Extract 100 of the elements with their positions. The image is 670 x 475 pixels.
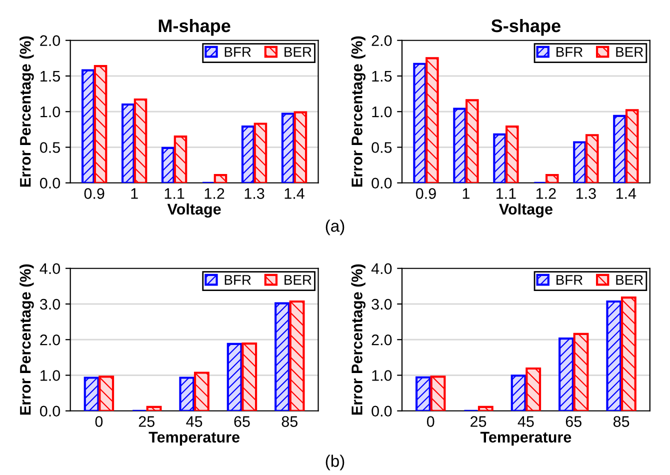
bar: [226, 342, 242, 411]
x-tick-label: 25: [138, 416, 154, 427]
bar: [453, 108, 466, 183]
x-tick-label: 1.4: [284, 188, 304, 199]
bar: [545, 174, 559, 183]
x-axis-title: Temperature: [148, 432, 240, 446]
legend-label: BFR: [224, 47, 251, 57]
bar: [430, 376, 446, 411]
text: (a): [326, 220, 344, 236]
x-axis-title: Temperature: [480, 432, 572, 446]
y-tick-label: 1.0: [372, 370, 392, 381]
y-tick-label: 3.0: [372, 298, 392, 310]
bar: [585, 134, 599, 183]
bar: [426, 57, 439, 183]
x-tick-label: 1.2: [536, 188, 556, 199]
y-tick-label: 0.0: [40, 178, 60, 189]
x-tick-label: 45: [186, 416, 202, 427]
legend-label: BER: [616, 47, 644, 57]
y-tick-label: 0.5: [372, 142, 392, 153]
y-axis-title: Error Percentage (%): [351, 36, 366, 187]
y-tick-label: 4.0: [40, 263, 60, 274]
y-tick-label: 1.0: [40, 106, 60, 118]
x-tick-label: 1: [462, 188, 470, 199]
y-tick-label: 2.0: [40, 35, 60, 46]
x-tick-label: 1.1: [496, 188, 516, 199]
bar: [281, 112, 295, 183]
y-tick-label: 0.0: [372, 178, 392, 189]
bar: [146, 406, 162, 411]
bar: [274, 302, 290, 411]
x-axis-title: Voltage: [167, 203, 221, 218]
y-axis-title: Error Percentage (%): [20, 36, 34, 187]
bar: [84, 376, 100, 411]
legend-label: BFR: [556, 275, 582, 285]
x-tick-label: 1.3: [576, 188, 596, 199]
bar: [194, 372, 210, 411]
bar: [161, 146, 175, 183]
bar: [506, 126, 519, 183]
bar: [606, 300, 622, 411]
bar: [478, 406, 494, 411]
bar: [613, 114, 626, 183]
bar: [174, 136, 188, 183]
y-tick-label: 1.0: [40, 370, 60, 381]
x-axis-title: Voltage: [499, 203, 552, 218]
bar: [289, 300, 305, 411]
bar: [573, 141, 586, 183]
y-tick-label: 2.0: [40, 334, 60, 346]
y-tick-label: 3.0: [40, 298, 60, 310]
x-tick-label: 65: [234, 416, 250, 427]
bar: [510, 374, 526, 411]
y-axis-title: Error Percentage (%): [351, 264, 366, 415]
bar: [466, 99, 479, 183]
legend-label: BER: [284, 275, 312, 285]
y-tick-label: 1.5: [40, 71, 60, 82]
bar: [241, 126, 255, 183]
x-tick-label: 85: [613, 416, 630, 427]
x-tick-label: 65: [566, 416, 582, 427]
y-tick-label: 0.5: [40, 142, 60, 153]
bar: [134, 98, 148, 183]
y-tick-label: 1.0: [372, 106, 392, 118]
y-tick-label: 0.0: [372, 406, 392, 417]
bar: [620, 296, 636, 411]
y-tick-label: 0.0: [40, 406, 60, 417]
y-tick-label: 1.5: [372, 71, 392, 82]
bar: [625, 109, 639, 183]
bar: [294, 111, 308, 183]
x-tick-label: 1: [131, 188, 138, 199]
bar: [121, 103, 135, 183]
y-axis-title: Error Percentage (%): [20, 264, 34, 415]
bar: [179, 376, 195, 411]
bar: [254, 122, 268, 183]
x-tick-label: 1.3: [244, 188, 264, 199]
bar: [493, 133, 506, 183]
bar: [573, 332, 589, 411]
bar: [82, 69, 95, 183]
legend-label: BER: [284, 47, 312, 57]
x-tick-label: 0: [95, 416, 103, 427]
x-tick-label: 45: [518, 416, 534, 427]
legend-label: BFR: [224, 275, 251, 285]
x-tick-label: 0: [426, 416, 434, 427]
x-tick-label: 0.9: [84, 188, 104, 199]
x-tick-label: 1.4: [616, 188, 636, 199]
x-tick-label: 1.1: [164, 188, 184, 199]
legend-label: BFR: [556, 47, 582, 57]
bar: [98, 376, 114, 411]
y-tick-label: 2.0: [372, 334, 392, 346]
chart-title: S-shape: [491, 18, 560, 36]
y-tick-label: 2.0: [372, 35, 392, 46]
legend-label: BER: [616, 275, 644, 285]
chart-title: M-shape: [158, 18, 230, 36]
y-tick-label: 4.0: [371, 263, 392, 274]
x-tick-label: 1.2: [204, 188, 224, 199]
text: (b): [326, 454, 344, 470]
x-tick-label: 25: [470, 416, 486, 427]
bar: [558, 338, 574, 411]
bar: [413, 62, 426, 183]
bar: [214, 174, 228, 183]
bar: [526, 367, 542, 411]
bar: [242, 342, 258, 411]
x-tick-label: 0.9: [416, 188, 436, 199]
bar: [415, 376, 431, 411]
